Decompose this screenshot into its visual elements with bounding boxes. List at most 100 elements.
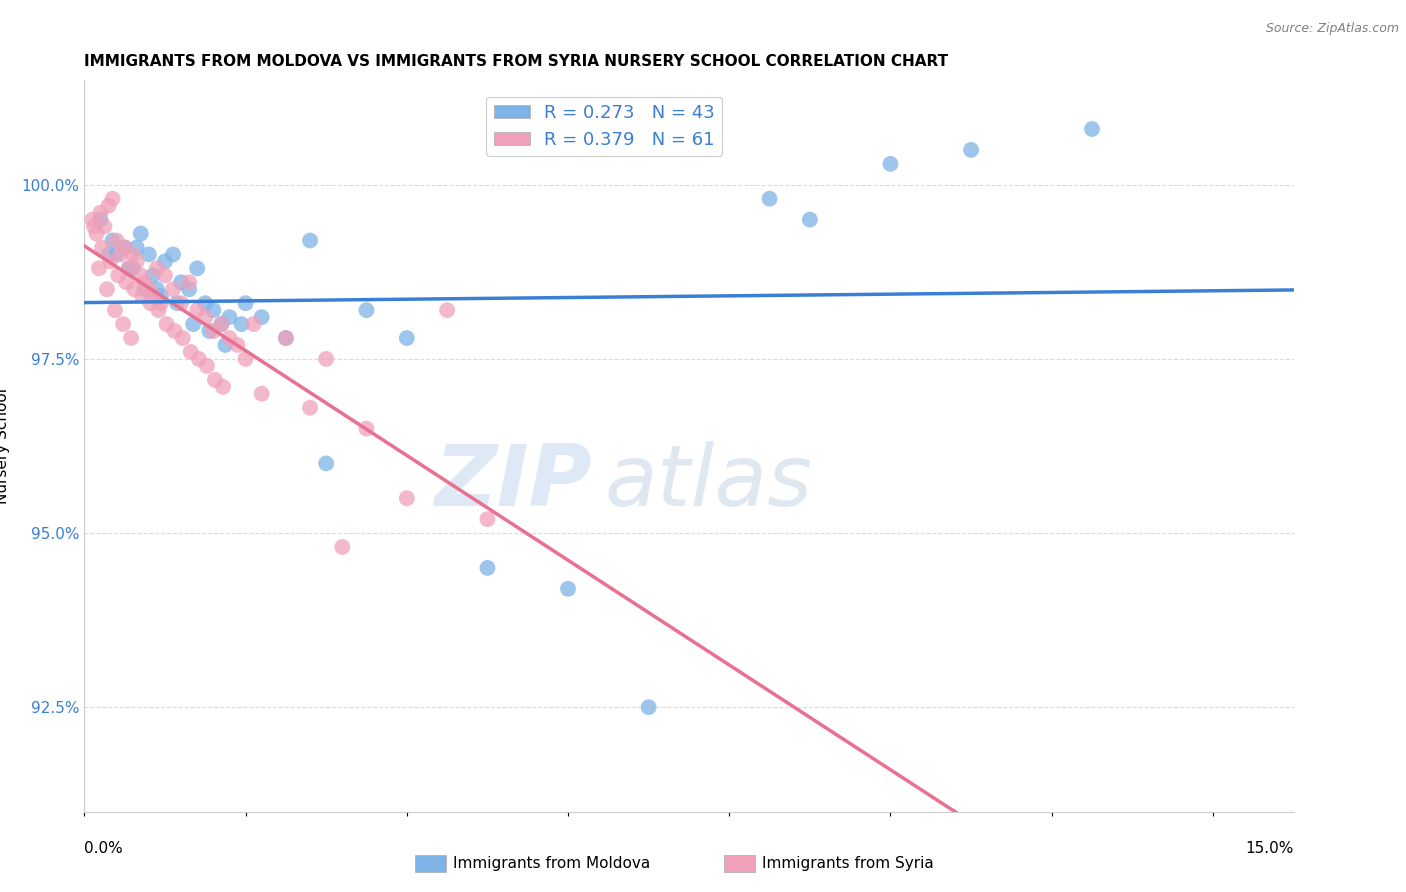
Point [315, 457, 337, 471]
Point [477, 561, 499, 575]
Text: IMMIGRANTS FROM MOLDOVA VS IMMIGRANTS FROM SYRIA NURSERY SCHOOL CORRELATION CHAR: IMMIGRANTS FROM MOLDOVA VS IMMIGRANTS FR… [84, 54, 949, 70]
Point [129, 227, 152, 241]
Point [209, 317, 232, 331]
Point [356, 303, 378, 318]
Point [134, 275, 156, 289]
Point [97, 247, 120, 261]
Point [139, 296, 162, 310]
Point [121, 261, 143, 276]
Point [96, 282, 118, 296]
Point [82, 212, 104, 227]
Point [153, 268, 176, 283]
Point [198, 324, 221, 338]
Point [134, 282, 156, 296]
Point [186, 303, 208, 318]
Point [194, 310, 217, 325]
Point [181, 317, 204, 331]
Point [118, 261, 141, 276]
Point [110, 247, 132, 261]
Point [166, 296, 188, 310]
Point [202, 303, 225, 318]
Point [162, 282, 184, 296]
Point [142, 289, 165, 303]
Point [179, 275, 201, 289]
Point [557, 582, 579, 596]
Point [105, 247, 128, 261]
Point [180, 345, 202, 359]
Legend: R = 0.273   N = 43, R = 0.379   N = 61: R = 0.273 N = 43, R = 0.379 N = 61 [486, 96, 723, 156]
Point [218, 331, 240, 345]
Point [131, 289, 153, 303]
Point [187, 351, 209, 366]
Point [330, 540, 353, 554]
Point [146, 261, 169, 276]
Point [104, 303, 127, 318]
Point [195, 359, 218, 373]
Point [87, 261, 110, 276]
Point [226, 338, 249, 352]
Point [91, 240, 114, 254]
Point [89, 212, 111, 227]
Point [299, 401, 322, 415]
Point [186, 261, 208, 276]
Point [799, 212, 821, 227]
Point [299, 234, 322, 248]
Point [121, 247, 143, 261]
Point [105, 234, 128, 248]
Point [149, 296, 172, 310]
Point [172, 331, 194, 345]
Y-axis label: Nursery School: Nursery School [0, 388, 10, 504]
Point [107, 268, 129, 283]
Point [214, 338, 236, 352]
Point [209, 317, 232, 331]
Point [395, 331, 418, 345]
Point [149, 289, 172, 303]
Point [202, 324, 225, 338]
Point [118, 261, 141, 276]
Point [138, 247, 160, 261]
Point [637, 700, 659, 714]
Point [155, 317, 177, 331]
Point [142, 268, 165, 283]
Point [124, 282, 146, 296]
Point [218, 310, 240, 325]
Point [86, 227, 108, 241]
Text: Immigrants from Moldova: Immigrants from Moldova [453, 856, 650, 871]
Point [153, 254, 176, 268]
Point [204, 373, 226, 387]
Point [242, 317, 264, 331]
Point [98, 254, 121, 268]
Point [960, 143, 983, 157]
Point [162, 247, 184, 261]
Point [315, 351, 337, 366]
Point [436, 303, 458, 318]
Point [97, 199, 120, 213]
Point [170, 296, 193, 310]
Point [274, 331, 297, 345]
Text: ZIP: ZIP [434, 441, 592, 524]
Point [114, 240, 136, 254]
Point [129, 268, 152, 283]
Point [235, 351, 257, 366]
Point [250, 310, 273, 325]
Point [356, 421, 378, 435]
Point [212, 380, 235, 394]
Point [112, 317, 135, 331]
Point [148, 303, 170, 318]
Point [879, 157, 901, 171]
Text: 15.0%: 15.0% [1246, 841, 1294, 856]
Point [477, 512, 499, 526]
Text: Immigrants from Syria: Immigrants from Syria [762, 856, 934, 871]
Point [120, 331, 142, 345]
Point [170, 275, 193, 289]
Point [395, 491, 418, 506]
Text: 0.0%: 0.0% [84, 841, 124, 856]
Point [101, 192, 124, 206]
Point [146, 282, 169, 296]
Point [93, 219, 115, 234]
Text: atlas: atlas [605, 441, 813, 524]
Point [125, 240, 148, 254]
Point [114, 240, 136, 254]
Text: Source: ZipAtlas.com: Source: ZipAtlas.com [1265, 22, 1399, 36]
Point [83, 219, 105, 234]
